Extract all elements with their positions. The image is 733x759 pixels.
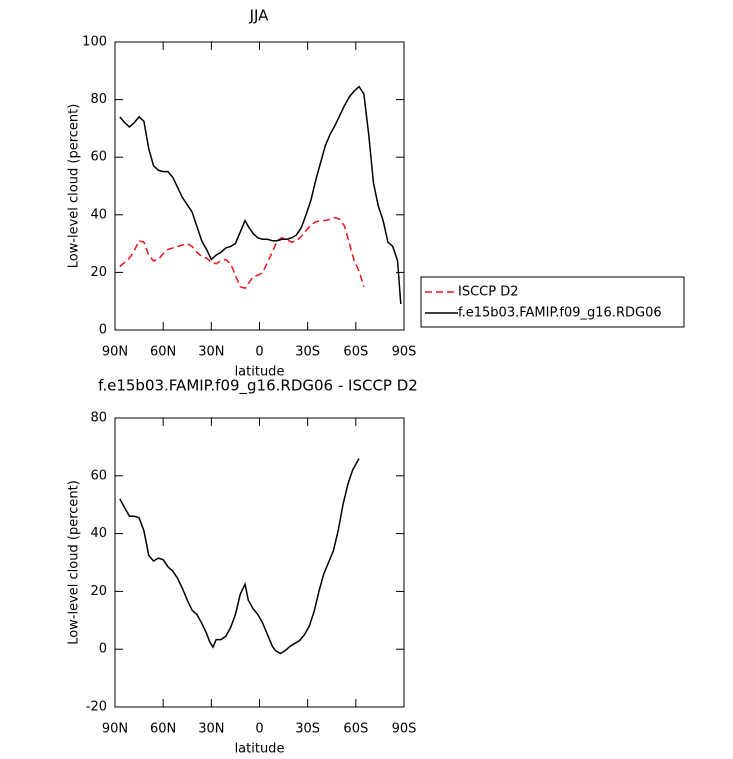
- x-tick-label: 60S: [343, 722, 368, 737]
- plot-frame: [114, 41, 405, 331]
- x-tick-label: 0: [255, 345, 263, 360]
- x-tick-label: 30N: [198, 722, 224, 737]
- plot-frame: [114, 417, 405, 708]
- x-tick-label: 90N: [102, 345, 128, 360]
- x-tick-label: 30S: [295, 345, 320, 360]
- x-axis-label: latitude: [235, 365, 285, 380]
- x-tick-label: 90S: [392, 722, 417, 737]
- legend-box: [420, 276, 685, 328]
- y-tick-label: 100: [82, 35, 107, 50]
- x-tick-label: 90S: [392, 345, 417, 360]
- chart-title: f.e15b03.FAMIP.f09_g16.RDG06 - ISCCP D2: [98, 377, 418, 396]
- y-axis-label: Low-level cloud (percent): [67, 104, 82, 269]
- y-tick-label: 60: [90, 150, 107, 165]
- chart-title: JJA: [249, 7, 270, 25]
- x-axis-label: latitude: [235, 742, 285, 757]
- line-series: [119, 216, 365, 290]
- y-tick-label: 40: [90, 207, 107, 222]
- x-tick-label: 30N: [198, 345, 224, 360]
- line-series: [119, 85, 402, 305]
- y-tick-label: -20: [86, 700, 107, 715]
- y-axis-label: Low-level cloud (percent): [67, 480, 82, 645]
- legend-label: ISCCP D2: [458, 285, 519, 300]
- y-tick-label: 0: [99, 323, 107, 338]
- x-tick-label: 90N: [102, 722, 128, 737]
- y-tick-label: 0: [99, 642, 107, 657]
- x-tick-label: 60S: [343, 345, 368, 360]
- y-tick-label: 20: [90, 584, 107, 599]
- x-tick-label: 30S: [295, 722, 320, 737]
- y-tick-label: 20: [90, 265, 107, 280]
- line-series: [119, 458, 360, 655]
- y-tick-label: 40: [90, 526, 107, 541]
- legend-label: f.e15b03.FAMIP.f09_g16.RDG06: [458, 306, 662, 321]
- x-tick-label: 60N: [150, 722, 176, 737]
- y-tick-label: 60: [90, 468, 107, 483]
- y-tick-label: 80: [90, 92, 107, 107]
- x-tick-label: 0: [255, 722, 263, 737]
- y-tick-label: 80: [90, 411, 107, 426]
- x-tick-label: 60N: [150, 345, 176, 360]
